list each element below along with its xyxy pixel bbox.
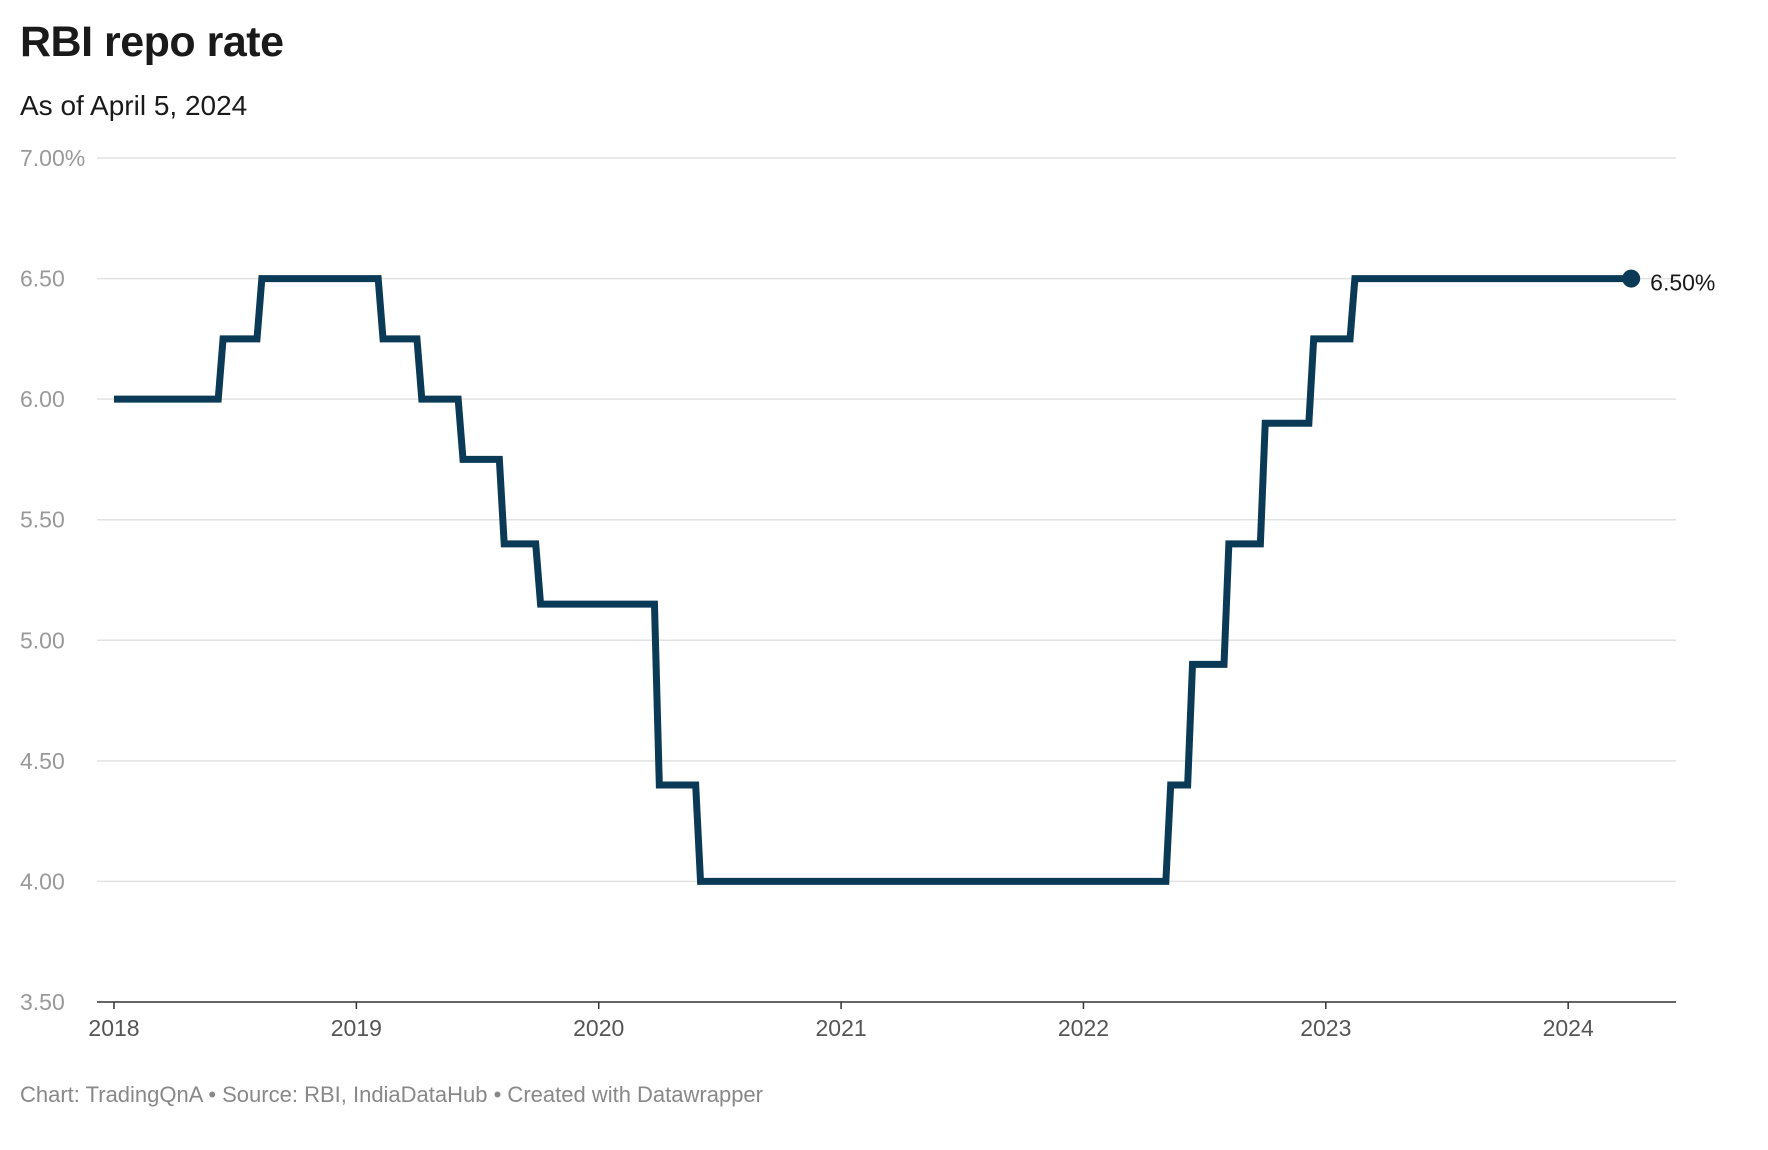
y-tick-label: 7.00%: [20, 145, 85, 171]
y-tick-label: 4.50: [20, 748, 65, 774]
x-axis: 2018 2019 2020 2021 2022 2023 2024: [88, 1002, 1594, 1041]
series-layer: 6.50%: [114, 269, 1715, 885]
y-tick-label: 4.00: [20, 868, 65, 894]
end-point-marker: [1622, 269, 1641, 288]
x-tick-label: 2019: [331, 1015, 382, 1041]
y-tick-label: 6.50: [20, 266, 65, 292]
y-tick-label: 5.50: [20, 507, 65, 533]
y-tick-label: 3.50: [20, 989, 65, 1015]
x-tick-label: 2024: [1543, 1015, 1594, 1041]
y-axis-labels: 3.50 4.00 4.50 5.00 5.50 6.00 6.50 7.00%: [20, 145, 85, 1015]
x-tick-label: 2022: [1058, 1015, 1109, 1041]
end-value-label: 6.50%: [1650, 270, 1715, 296]
y-tick-label: 6.00: [20, 386, 65, 412]
x-tick-label: 2018: [88, 1015, 139, 1041]
y-tick-label: 5.00: [20, 627, 65, 653]
x-tick-label: 2020: [573, 1015, 624, 1041]
chart-footer: Chart: TradingQnA • Source: RBI, IndiaDa…: [20, 1082, 763, 1107]
repo-rate-line: [114, 275, 1632, 885]
gridlines: [97, 157, 1676, 1003]
chart-subtitle: As of April 5, 2024: [20, 90, 248, 121]
chart-title: RBI repo rate: [20, 18, 284, 66]
x-tick-label: 2023: [1300, 1015, 1351, 1041]
x-tick-label: 2021: [816, 1015, 867, 1041]
